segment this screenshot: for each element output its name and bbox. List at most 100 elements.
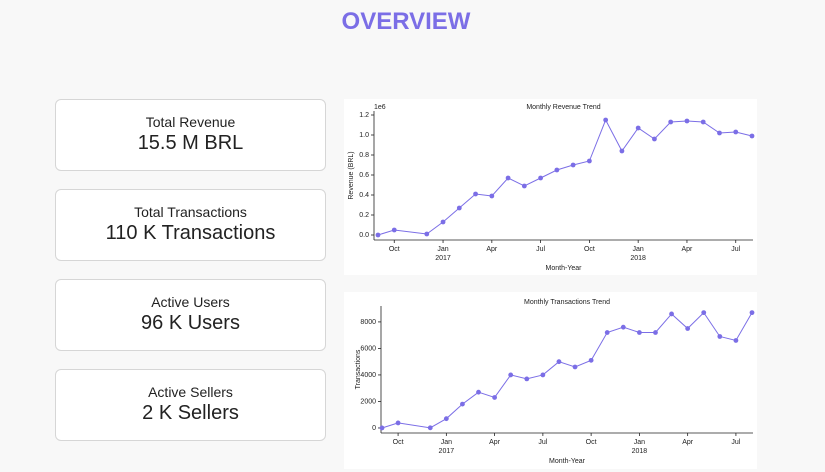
point	[733, 338, 739, 343]
y-tick-label: 1.0	[359, 132, 369, 139]
kpi-label: Active Sellers	[148, 384, 233, 400]
kpi-value: 110 K Transactions	[105, 222, 276, 244]
point	[524, 376, 530, 382]
y-tick-label: 4000	[360, 372, 376, 379]
x-tick-label: Oct	[393, 439, 404, 446]
x-tick-label: Apr	[489, 439, 501, 446]
x-tick-year: 2017	[439, 448, 455, 455]
point	[619, 148, 625, 154]
point	[375, 232, 381, 238]
x-tick-label: Apr	[486, 246, 498, 253]
x-tick-label: Jan	[634, 439, 645, 446]
y-tick-label: 2000	[360, 398, 376, 405]
point	[492, 395, 498, 400]
page-title: OVERVIEW	[341, 8, 471, 35]
point	[540, 372, 546, 378]
point	[636, 330, 642, 335]
point	[653, 330, 658, 335]
x-tick-label: Jul	[731, 246, 740, 253]
kpi-value: 15.5 M BRL	[137, 132, 244, 154]
kpi-value: 2 K Sellers	[142, 402, 239, 424]
x-tick-label: Oct	[389, 246, 400, 253]
x-axis-label: Month-Year	[549, 458, 586, 465]
point	[427, 425, 433, 431]
point	[749, 133, 755, 139]
point	[424, 231, 430, 237]
chart-title: Monthly Transactions Trend	[524, 299, 610, 306]
y-tick-label: 8000	[360, 319, 376, 326]
point	[685, 326, 691, 331]
x-tick-label: Oct	[586, 439, 597, 446]
y-tick-label: 0.2	[359, 212, 369, 219]
point	[620, 324, 626, 330]
point	[733, 129, 739, 135]
point	[700, 119, 706, 125]
line	[377, 118, 753, 236]
point	[586, 158, 592, 164]
point	[717, 334, 723, 339]
point	[391, 227, 397, 233]
kpi-card: Total Revenue 15.5 M BRL	[55, 99, 326, 171]
point	[489, 193, 495, 199]
x-tick-label: Apr	[682, 246, 694, 253]
x-tick-label: Jul	[536, 246, 545, 253]
y-tick-label: 0.6	[359, 172, 369, 179]
point	[508, 372, 514, 378]
point	[476, 389, 481, 395]
x-axis-label: Month-Year	[546, 265, 583, 272]
x-tick-label: Jan	[441, 439, 452, 446]
chart: Monthly Revenue Trend 1e6 0.0 0.2 0.4 0.6 0.8 1…	[344, 99, 757, 275]
point	[456, 205, 462, 211]
kpi-card: Total Transactions 110 K Transactions	[55, 189, 326, 261]
point	[635, 125, 641, 131]
chart-title: Monthly Revenue Trend	[526, 104, 600, 111]
point	[443, 416, 449, 422]
x-tick-label: Jan	[633, 246, 644, 253]
point	[538, 175, 544, 181]
y-tick-label: 0.0	[359, 232, 369, 239]
point	[379, 425, 385, 431]
y-tick-label: 6000	[360, 345, 376, 352]
x-tick-year: 2017	[435, 255, 451, 262]
point	[554, 167, 560, 173]
x-tick-year: 2018	[630, 255, 646, 262]
point	[717, 130, 722, 136]
line	[381, 311, 753, 429]
point	[521, 183, 527, 189]
point	[460, 401, 465, 407]
x-tick-label: Apr	[682, 439, 694, 446]
y-axis-label: Revenue (BRL)	[348, 151, 355, 199]
point	[668, 119, 674, 125]
point	[505, 175, 511, 181]
point	[603, 117, 609, 123]
point	[395, 420, 401, 426]
point	[749, 310, 755, 316]
point	[440, 219, 446, 225]
point	[604, 330, 610, 335]
kpi-card: Active Sellers 2 K Sellers	[55, 369, 326, 441]
point	[684, 118, 690, 124]
point	[588, 357, 594, 363]
point	[473, 191, 478, 197]
point	[669, 311, 674, 317]
kpi-label: Total Revenue	[145, 114, 236, 130]
x-tick-label: Jul	[538, 439, 547, 446]
kpi-label: Active Users	[151, 294, 230, 310]
kpi-label: Total Transactions	[134, 204, 247, 220]
point	[572, 364, 578, 370]
x-tick-year: 2018	[632, 448, 648, 455]
y-tick-label: 0	[372, 425, 376, 432]
y-axis-label: Transactions	[355, 349, 362, 389]
x-tick-label: Jan	[437, 246, 448, 253]
point	[556, 359, 562, 365]
y-tick-label: 0.4	[359, 192, 369, 199]
point	[570, 162, 576, 168]
y-offset-label: 1e6	[374, 104, 386, 111]
chart: Monthly Transactions Trend 0 2000 4000 6000 8…	[344, 292, 757, 469]
point	[652, 136, 657, 142]
x-tick-label: Oct	[584, 246, 595, 253]
kpi-card: Active Users 96 K Users	[55, 279, 326, 351]
x-tick-label: Jul	[731, 439, 740, 446]
y-tick-label: 0.8	[359, 152, 369, 159]
